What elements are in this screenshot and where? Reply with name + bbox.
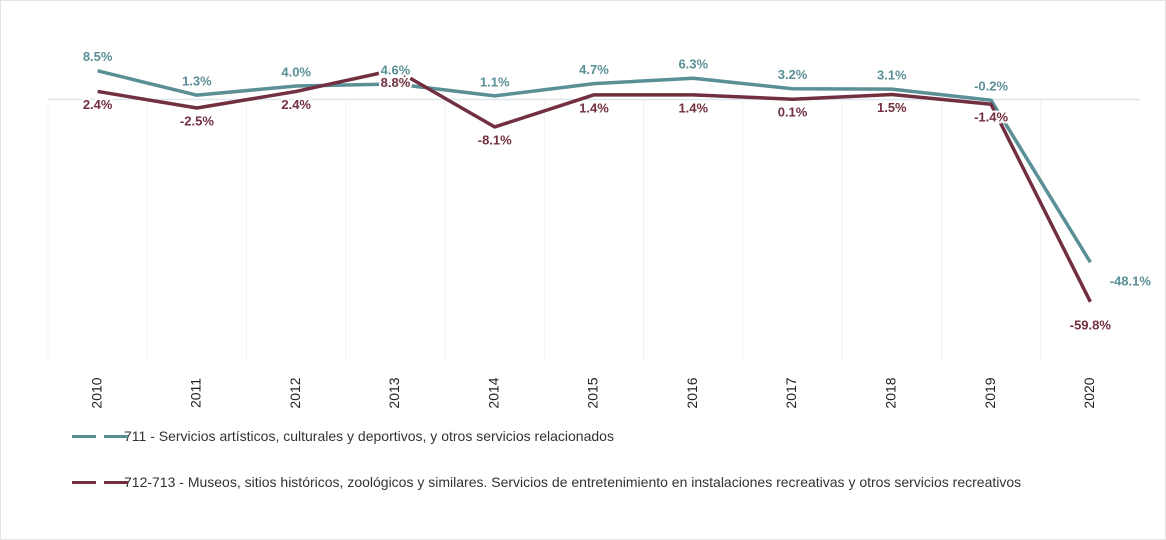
x-tick-label: 2011 <box>188 378 204 408</box>
data-label: 1.1% <box>480 74 510 89</box>
data-label: 1.4% <box>678 100 708 115</box>
x-tick-label: 2020 <box>1081 377 1097 408</box>
x-tick-label: 2017 <box>783 377 799 408</box>
x-tick-label: 2012 <box>287 377 303 408</box>
series-line <box>97 68 1092 303</box>
legend-label: 712-713 - Museos, sitios históricos, zoo… <box>124 474 1022 490</box>
data-label: -48.1% <box>1110 274 1152 289</box>
x-tick-label: 2018 <box>883 377 899 408</box>
data-label: -8.1% <box>478 132 512 147</box>
data-label: 0.1% <box>778 105 808 120</box>
legend-item: 712-713 - Museos, sitios históricos, zoo… <box>72 474 1152 490</box>
x-tick-label: 2015 <box>585 377 601 408</box>
data-label: -2.5% <box>180 113 214 128</box>
data-label: 8.5% <box>83 49 113 64</box>
legend-swatch <box>72 474 134 490</box>
x-tick-label: 2019 <box>982 377 998 408</box>
data-label: 2.4% <box>83 97 113 112</box>
data-label: -0.2% <box>974 79 1008 94</box>
data-label: -59.8% <box>1070 317 1112 332</box>
data-label: 4.6% <box>381 62 411 77</box>
data-label: 3.2% <box>778 67 808 82</box>
data-label: 4.0% <box>281 64 311 79</box>
x-tick-label: 2013 <box>386 377 402 408</box>
data-label: 6.3% <box>678 57 708 72</box>
legend-label: 711 - Servicios artísticos, culturales y… <box>124 428 614 444</box>
x-tick-label: 2014 <box>485 377 501 408</box>
series-line <box>97 69 1092 264</box>
data-label: -1.4% <box>974 110 1008 125</box>
data-label: 2.4% <box>281 97 311 112</box>
data-label: 8.8% <box>381 75 411 90</box>
x-tick-label: 2016 <box>684 377 700 408</box>
legend-item: 711 - Servicios artísticos, culturales y… <box>72 428 1152 444</box>
data-label: 3.1% <box>877 68 907 83</box>
legend-swatch <box>72 428 134 444</box>
data-label: 1.3% <box>182 74 212 89</box>
data-label: 1.4% <box>579 100 609 115</box>
data-label: 1.5% <box>877 100 907 115</box>
x-tick-label: 2010 <box>88 377 104 408</box>
data-label: 4.7% <box>579 62 609 77</box>
